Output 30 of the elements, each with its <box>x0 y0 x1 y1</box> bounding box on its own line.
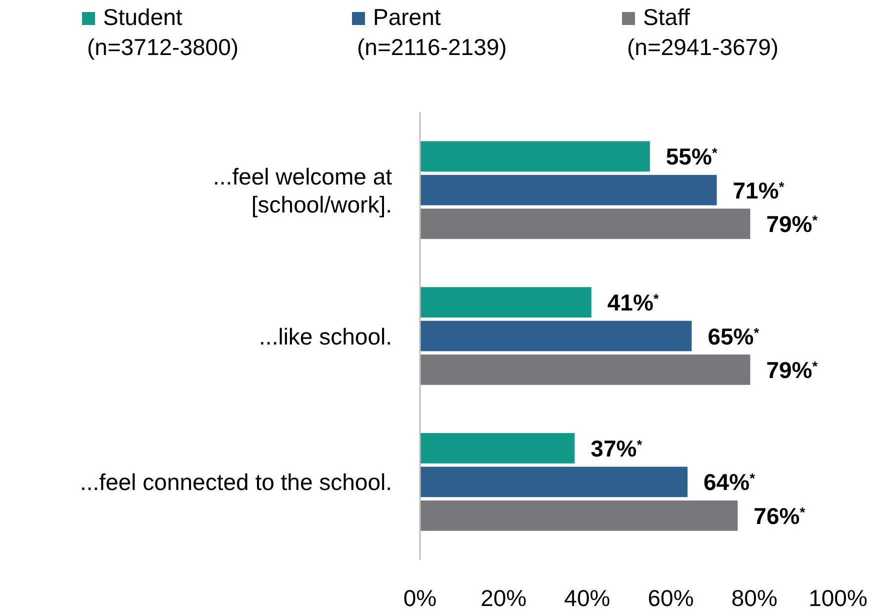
bar <box>420 500 738 531</box>
data-label: 65%$^{*}$ <box>708 323 760 350</box>
bar <box>420 320 692 352</box>
bar <box>420 433 575 464</box>
data-label: 71%$^{*}$ <box>732 177 785 204</box>
x-tick-label: 100% <box>808 585 868 611</box>
legend-label: Student (n=3712-3800) <box>87 4 239 60</box>
data-label: 79%$^{*}$ <box>766 356 818 383</box>
y-tick-label: ...feel connected to the school. <box>80 469 392 496</box>
data-label: 79%$^{*}$ <box>766 211 818 238</box>
x-tick-label: 40% <box>564 585 610 611</box>
bar <box>420 287 592 318</box>
x-tick-label: 60% <box>648 585 694 611</box>
x-tick-label: 0% <box>403 585 437 611</box>
bar <box>420 141 650 172</box>
data-label: 55%$^{*}$ <box>666 144 718 170</box>
bar <box>420 354 750 385</box>
y-tick-label: ...feel welcome at [school/work]. <box>213 163 393 218</box>
y-tick-label: ...like school. <box>259 323 392 350</box>
legend-label: Staff (n=2941-3679) <box>627 4 779 60</box>
legend-label: Parent (n=2116-2139) <box>357 4 507 60</box>
bar <box>420 208 750 239</box>
data-label: 41%$^{*}$ <box>607 290 660 316</box>
bar <box>420 466 688 498</box>
data-label: 76%$^{*}$ <box>754 502 806 529</box>
x-tick-label: 20% <box>480 585 527 611</box>
bar <box>420 174 717 206</box>
data-label: 64%$^{*}$ <box>704 469 756 496</box>
x-tick-label: 80% <box>731 585 778 611</box>
data-label: 37%$^{*}$ <box>590 435 643 462</box>
